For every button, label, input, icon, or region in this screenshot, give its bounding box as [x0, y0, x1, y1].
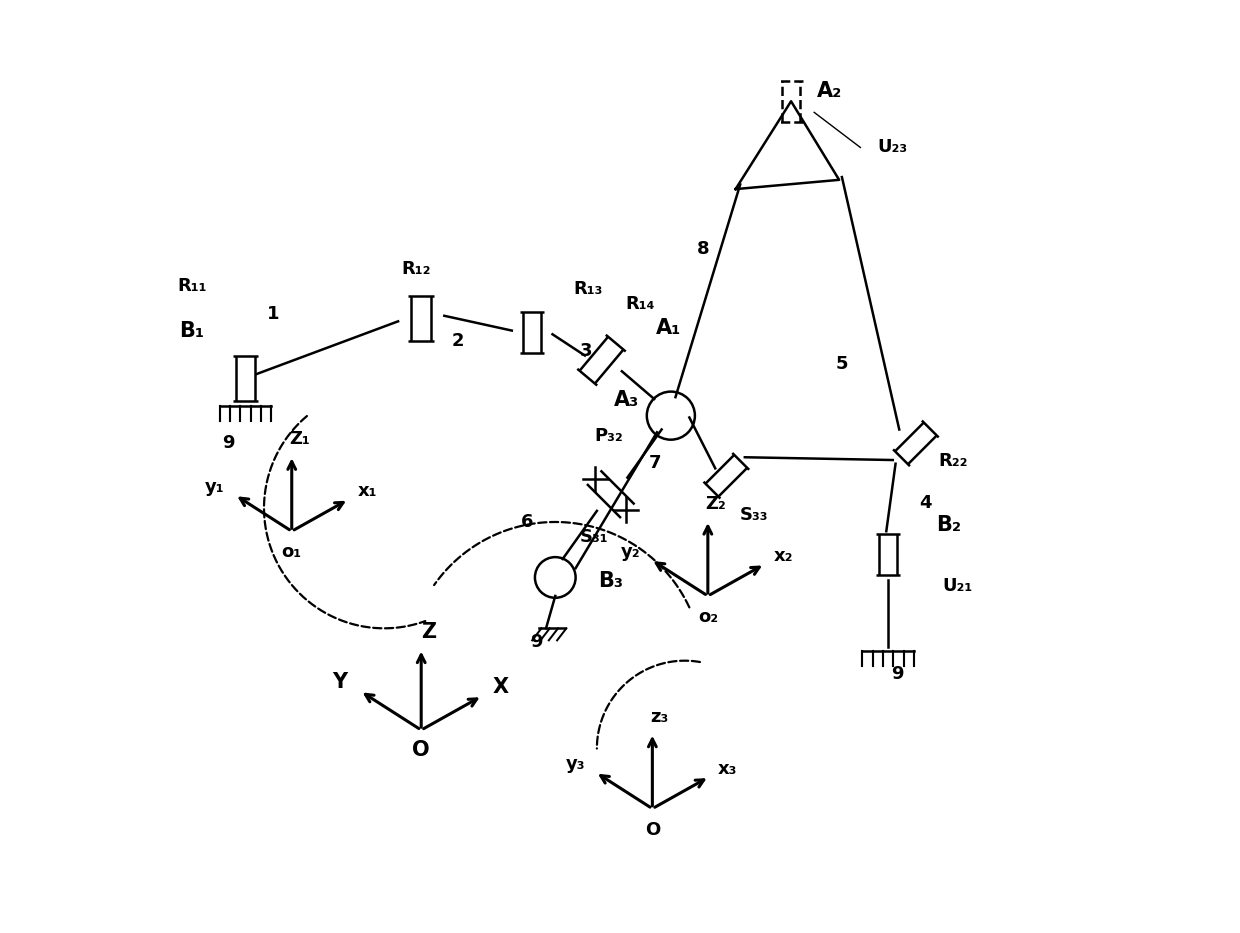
Text: S₃₃: S₃₃ — [740, 506, 769, 524]
Text: 9: 9 — [223, 434, 236, 452]
Text: O: O — [413, 740, 430, 759]
Text: 6: 6 — [521, 512, 533, 531]
Text: A₂: A₂ — [817, 80, 842, 101]
Text: 9: 9 — [892, 665, 904, 683]
Text: U₂₁: U₂₁ — [942, 578, 972, 595]
Text: R₁₃: R₁₃ — [573, 280, 603, 298]
Text: X: X — [492, 676, 508, 697]
Text: A₃: A₃ — [614, 390, 639, 411]
Text: 5: 5 — [836, 355, 848, 373]
Text: x₂: x₂ — [774, 547, 792, 565]
Text: B₂: B₂ — [936, 515, 961, 536]
Text: R₁₄: R₁₄ — [626, 296, 655, 313]
Text: x₃: x₃ — [718, 759, 738, 778]
Text: A₁: A₁ — [656, 318, 681, 339]
Text: 1: 1 — [267, 304, 279, 323]
Text: o₂: o₂ — [698, 607, 718, 626]
Text: y₃: y₃ — [565, 755, 585, 773]
Text: R₁₂: R₁₂ — [402, 260, 432, 278]
Text: y₂: y₂ — [621, 542, 640, 561]
Text: B₃: B₃ — [598, 571, 624, 591]
Text: R₁₁: R₁₁ — [177, 277, 207, 295]
Text: 7: 7 — [649, 454, 661, 472]
Text: o₁: o₁ — [281, 543, 301, 561]
Text: Z: Z — [422, 621, 436, 642]
Text: Z₁: Z₁ — [289, 430, 310, 449]
Text: z₃: z₃ — [651, 708, 668, 726]
Text: 3: 3 — [579, 341, 591, 359]
Text: 8: 8 — [697, 240, 709, 258]
Text: O: O — [645, 820, 660, 839]
Text: Z₂: Z₂ — [704, 495, 725, 513]
Text: 2: 2 — [451, 332, 465, 350]
Text: 9: 9 — [531, 633, 543, 651]
Text: B₁: B₁ — [180, 321, 205, 341]
Text: 4: 4 — [919, 494, 931, 512]
Text: P₃₂: P₃₂ — [594, 426, 624, 445]
Text: S₃₁: S₃₁ — [580, 528, 609, 547]
Text: R₂₂: R₂₂ — [939, 453, 967, 470]
Text: Y: Y — [332, 672, 347, 691]
Text: U₂₃: U₂₃ — [878, 138, 908, 156]
Text: x₁: x₁ — [357, 482, 377, 500]
Text: y₁: y₁ — [205, 478, 224, 495]
